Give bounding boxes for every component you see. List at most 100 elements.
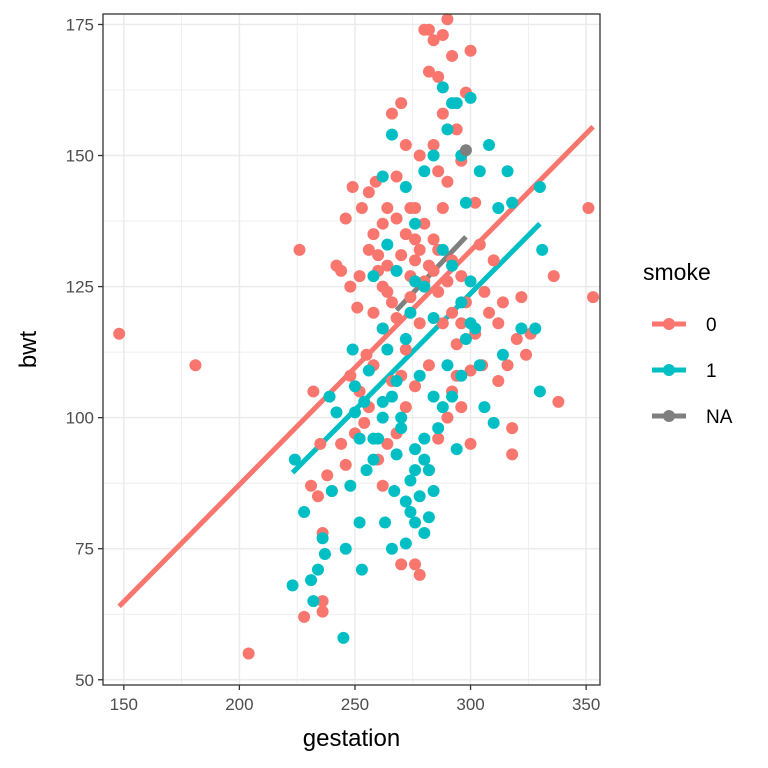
data-point xyxy=(459,333,472,346)
data-point xyxy=(529,322,542,335)
data-point xyxy=(381,238,394,251)
data-point xyxy=(418,280,431,293)
data-point xyxy=(496,348,509,361)
data-point xyxy=(399,537,412,550)
data-point xyxy=(510,333,523,346)
data-point xyxy=(395,97,408,110)
data-point xyxy=(455,369,468,382)
data-point xyxy=(413,490,426,503)
data-point xyxy=(469,322,482,335)
legend-entry: 0 xyxy=(652,315,717,336)
data-point xyxy=(242,647,255,660)
data-point xyxy=(353,270,366,283)
data-point xyxy=(353,516,366,529)
data-point xyxy=(413,243,426,256)
legend-key-point xyxy=(663,364,675,376)
data-point xyxy=(492,317,505,330)
data-point xyxy=(413,317,426,330)
y-tick-label: 100 xyxy=(66,409,94,428)
data-point xyxy=(404,506,417,519)
data-point xyxy=(399,228,412,241)
data-point xyxy=(376,280,389,293)
data-point xyxy=(404,474,417,487)
data-point xyxy=(501,359,514,372)
data-point xyxy=(432,165,445,178)
data-point xyxy=(464,91,477,104)
legend-entry: 1 xyxy=(652,361,717,382)
data-point xyxy=(506,196,519,209)
data-point xyxy=(427,264,440,277)
data-point xyxy=(432,285,445,298)
legend-key-point xyxy=(663,410,675,422)
y-tick-label: 150 xyxy=(66,147,94,166)
data-point xyxy=(455,296,468,309)
data-point xyxy=(404,291,417,304)
data-point xyxy=(367,432,380,445)
x-tick-label: 200 xyxy=(225,695,253,714)
data-point xyxy=(427,312,440,325)
data-point xyxy=(385,107,398,120)
data-point xyxy=(307,385,320,398)
data-point xyxy=(441,275,454,288)
legend-label: 1 xyxy=(706,361,717,382)
data-point xyxy=(506,448,519,461)
data-point xyxy=(427,34,440,47)
legend: smoke 0 1 NA xyxy=(643,259,733,428)
data-point xyxy=(298,610,311,623)
data-point xyxy=(455,317,468,330)
data-point xyxy=(381,343,394,356)
data-point xyxy=(515,291,528,304)
data-point xyxy=(478,401,491,414)
y-tick-label: 75 xyxy=(75,540,94,559)
data-point xyxy=(367,453,380,466)
data-point xyxy=(390,374,403,387)
data-point xyxy=(376,479,389,492)
data-point xyxy=(288,453,301,466)
data-point xyxy=(399,343,412,356)
data-point xyxy=(478,285,491,298)
data-point xyxy=(450,123,463,136)
data-point xyxy=(335,264,348,277)
data-point xyxy=(395,411,408,424)
data-point xyxy=(316,605,329,618)
legend-entry: NA xyxy=(652,407,733,428)
data-point xyxy=(367,270,380,283)
data-point xyxy=(399,180,412,193)
data-point xyxy=(399,401,412,414)
data-point xyxy=(381,437,394,450)
data-point xyxy=(409,380,422,393)
data-point xyxy=(418,453,431,466)
x-tick-label: 350 xyxy=(572,695,600,714)
data-point xyxy=(367,228,380,241)
data-point xyxy=(409,443,422,456)
data-point xyxy=(483,139,496,152)
data-point xyxy=(390,212,403,225)
data-point xyxy=(362,364,375,377)
data-point xyxy=(413,149,426,162)
data-point xyxy=(455,401,468,414)
data-point xyxy=(436,28,449,41)
data-point xyxy=(189,359,202,372)
y-axis-title: bwt xyxy=(15,331,42,369)
data-point xyxy=(339,458,352,471)
data-point xyxy=(376,411,389,424)
data-point xyxy=(388,485,401,498)
data-point xyxy=(404,306,417,319)
x-axis: 150 200 250 300 350 xyxy=(110,685,600,714)
data-point xyxy=(409,275,422,288)
data-point xyxy=(450,338,463,351)
data-point xyxy=(432,70,445,83)
data-point xyxy=(441,411,454,424)
data-point xyxy=(348,406,361,419)
data-point xyxy=(533,180,546,193)
data-point xyxy=(399,495,412,508)
x-tick-label: 250 xyxy=(341,695,369,714)
data-point xyxy=(325,485,338,498)
x-tick-label: 300 xyxy=(456,695,484,714)
data-point xyxy=(379,516,392,529)
data-point xyxy=(351,301,364,314)
data-point xyxy=(113,327,126,340)
trend-line xyxy=(290,221,542,475)
data-point xyxy=(422,23,435,36)
